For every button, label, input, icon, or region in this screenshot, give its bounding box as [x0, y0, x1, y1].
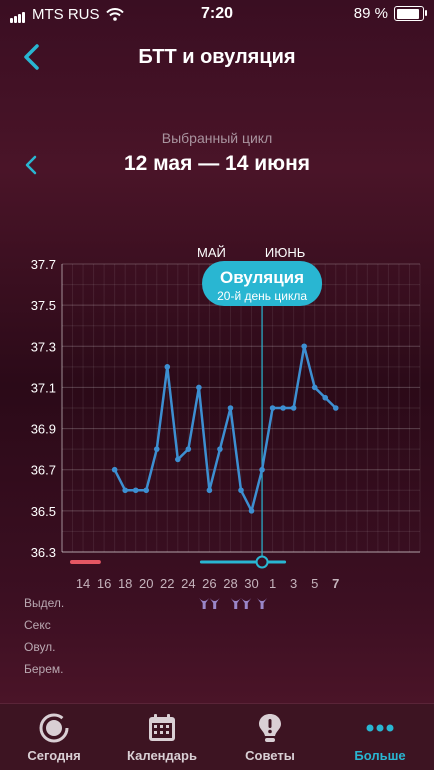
- x-tick-label: 28: [223, 576, 237, 591]
- calendar-icon: [149, 714, 175, 741]
- tab-tips[interactable]: Советы: [216, 704, 324, 770]
- temperature-point: [153, 446, 160, 452]
- temperature-point: [280, 405, 286, 411]
- temperature-point: [301, 343, 307, 350]
- marker-row-label: Выдел.: [24, 596, 65, 610]
- signal-icon: [10, 6, 26, 23]
- discharge-drop-icon: [230, 598, 241, 609]
- x-tick-label: 5: [311, 576, 318, 591]
- temperature-point: [332, 405, 339, 411]
- temperature-point: [290, 405, 297, 411]
- temperature-point: [248, 508, 255, 514]
- y-tick-label: 36.3: [31, 545, 56, 560]
- page-title: БТТ и овуляция: [138, 46, 296, 68]
- discharge-drop-icon: [257, 598, 268, 609]
- temperature-line: [113, 345, 337, 513]
- cycle-label: Выбранный цикл: [161, 130, 273, 146]
- discharge-drop-shape: [241, 598, 252, 609]
- temperature-point: [311, 384, 318, 391]
- discharge-drop-shape: [230, 598, 241, 609]
- discharge-drop-shape: [209, 598, 220, 609]
- temperature-point: [185, 446, 192, 452]
- lightbulb-icon: [259, 714, 281, 742]
- ovulation-title: Овуляция: [220, 268, 304, 287]
- temperature-point: [322, 394, 329, 401]
- temperature-point: [111, 466, 118, 473]
- temperature-point: [122, 487, 128, 494]
- x-tick-label: 18: [118, 576, 132, 591]
- battery-percent: 89 %: [353, 5, 388, 22]
- temperature-point: [196, 384, 202, 391]
- ovulation-handle[interactable]: [255, 555, 269, 569]
- tab-more[interactable]: Больше: [326, 704, 434, 770]
- ovulation-subtitle: 20-й день цикла: [217, 289, 307, 303]
- status-time: 7:20: [200, 5, 234, 22]
- bbt-chart[interactable]: 37.7 37.5 37.3 37.1 36.9 36.7 36.5 36.3 МАЙ ИЮНЬ…: [0, 230, 434, 610]
- y-tick-label: 36.9: [31, 422, 56, 437]
- x-tick-label: 26: [202, 576, 216, 591]
- tab-today-label: Сегодня: [27, 748, 81, 763]
- y-tick-label: 37.3: [31, 339, 56, 354]
- tab-more-label: Больше: [354, 748, 406, 763]
- marker-row-label: Берем.: [24, 662, 64, 676]
- tab-bar: Сегодня Календарь Советы Больше: [0, 703, 434, 770]
- y-tick-label: 37.7: [31, 257, 56, 272]
- y-tick-label: 36.5: [31, 504, 56, 519]
- x-tick-label: 14: [76, 576, 90, 591]
- temperature-point: [259, 466, 265, 473]
- x-tick-label: 7: [332, 576, 339, 591]
- marker-row-label: Секс: [24, 618, 51, 632]
- x-tick-label: 20: [139, 576, 153, 591]
- discharge-drop-shape: [199, 598, 210, 609]
- wifi-icon: [105, 8, 124, 21]
- tab-tips-label: Советы: [245, 748, 295, 763]
- nav-bar: БТТ и овуляция: [0, 38, 434, 78]
- temperature-point: [132, 487, 139, 494]
- today-ring-icon: [39, 713, 69, 743]
- more-dots-icon: [366, 724, 394, 732]
- carrier-name: MTS RUS: [32, 6, 100, 23]
- marker-row-label: Овул.: [24, 640, 56, 654]
- previous-cycle-chevron-icon[interactable]: [22, 154, 42, 176]
- tab-calendar-label: Календарь: [127, 748, 197, 763]
- temperature-point: [217, 446, 223, 452]
- temperature-point: [269, 405, 276, 411]
- y-tick-label: 37.5: [31, 298, 56, 313]
- temperature-point: [206, 487, 213, 494]
- temperature-point: [164, 364, 171, 370]
- month-label: МАЙ: [197, 245, 226, 260]
- tab-today[interactable]: Сегодня: [0, 704, 108, 770]
- x-tick-label: 16: [97, 576, 111, 591]
- x-tick-label: 24: [181, 576, 195, 591]
- x-tick-label: 30: [244, 576, 258, 591]
- discharge-drop-shape: [257, 598, 268, 609]
- temperature-point: [143, 487, 150, 494]
- discharge-drop-icon: [209, 598, 220, 609]
- status-bar: MTS RUS 7:20 89 %: [0, 0, 434, 28]
- cycle-range: 12 мая — 14 июня: [123, 152, 311, 175]
- discharge-drop-icon: [241, 598, 252, 609]
- x-tick-label: 22: [160, 576, 174, 591]
- temperature-point: [175, 456, 181, 463]
- discharge-drop-icon: [199, 598, 210, 609]
- back-chevron-icon[interactable]: [18, 42, 48, 72]
- battery-icon: [394, 6, 427, 21]
- month-label: ИЮНЬ: [265, 245, 305, 260]
- x-tick-label: 3: [290, 576, 297, 591]
- temperature-point: [227, 405, 234, 411]
- tab-calendar[interactable]: Календарь: [108, 704, 216, 770]
- y-tick-label: 37.1: [31, 380, 56, 395]
- y-tick-label: 36.7: [31, 463, 56, 478]
- temperature-point: [238, 487, 244, 494]
- x-tick-label: 1: [269, 576, 276, 591]
- ovulation-badge: [202, 261, 323, 306]
